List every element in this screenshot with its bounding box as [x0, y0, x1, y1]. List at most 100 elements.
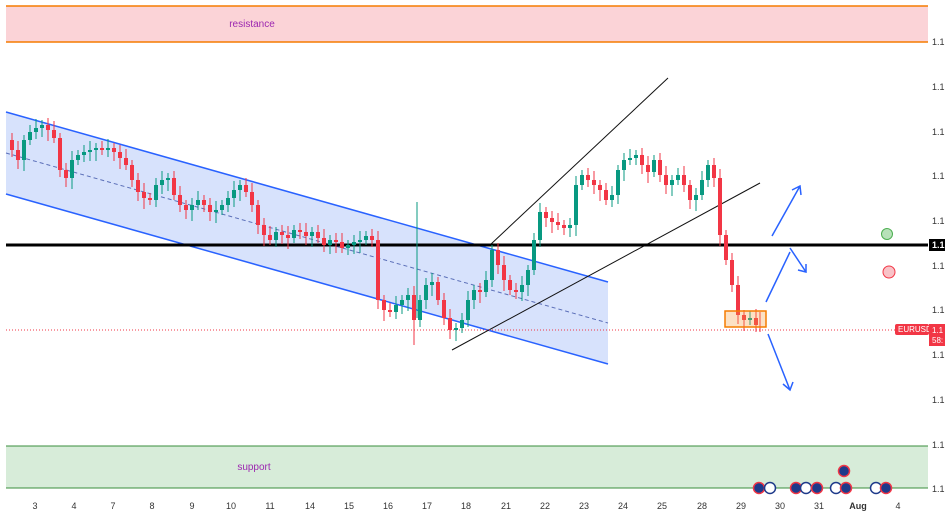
candle-body: [76, 155, 80, 160]
projection-arrows: [765, 184, 807, 392]
economic-event-marker[interactable]: [839, 481, 853, 495]
candle-body: [298, 230, 302, 232]
candle-body: [268, 235, 272, 240]
candle-body: [154, 185, 158, 200]
x-tick-label: 4: [71, 501, 76, 511]
resistance-label: resistance: [229, 19, 275, 30]
candle-body: [694, 195, 698, 200]
candle-body: [376, 240, 380, 300]
resistance-zone: resistance: [6, 5, 928, 43]
green-signal-dot[interactable]: [881, 228, 893, 240]
x-tick-label: 29: [736, 501, 746, 511]
y-tick-label: 1.1: [932, 82, 945, 92]
candle-body: [406, 295, 410, 300]
candle-body: [370, 236, 374, 240]
candle-body: [514, 290, 518, 292]
candle-body: [442, 300, 446, 318]
candle-body: [658, 160, 662, 175]
candle-body: [424, 285, 428, 300]
candle-body: [322, 238, 326, 245]
x-tick-label: 4: [895, 501, 900, 511]
candle-body: [454, 328, 458, 330]
candle-body: [262, 225, 266, 235]
x-tick-label: 23: [579, 501, 589, 511]
red-signal-dot[interactable]: [882, 265, 896, 279]
candle-body: [460, 320, 464, 328]
candle-body: [706, 165, 710, 180]
candle-body: [544, 212, 548, 218]
candle-body: [604, 190, 608, 200]
rising-wedge[interactable]: [451, 77, 761, 351]
y-tick-label: 1.1: [932, 216, 945, 226]
candle-body: [496, 250, 500, 265]
x-tick-label: 25: [657, 501, 667, 511]
candle-body: [202, 200, 206, 205]
candle-body: [310, 232, 314, 236]
candle-body: [640, 155, 644, 165]
candle-body: [568, 225, 572, 228]
candle-body: [586, 175, 590, 180]
candle-body: [712, 165, 716, 178]
x-tick-label: 24: [618, 501, 628, 511]
candle-body: [484, 280, 488, 292]
candle-body: [334, 240, 338, 242]
candle-body: [724, 235, 728, 260]
consolidation-box[interactable]: [724, 310, 767, 328]
candle-body: [88, 150, 92, 152]
arrow-down-1: [789, 247, 807, 273]
candle-body: [556, 222, 560, 225]
candle-body: [448, 318, 452, 330]
candle-body: [616, 170, 620, 195]
economic-event-marker[interactable]: [810, 481, 824, 495]
candle-body: [688, 185, 692, 200]
y-tick-label: 1.1: [932, 440, 945, 450]
candle-body: [592, 180, 596, 185]
candle-body: [214, 210, 218, 212]
x-tick-label: 14: [305, 501, 315, 511]
candle-body: [208, 205, 212, 212]
y-tick-label: 1.1: [932, 350, 945, 360]
y-tick-label: 1.1: [932, 171, 945, 181]
candle-body: [232, 190, 236, 198]
candle-body: [100, 148, 104, 150]
x-tick-label: 10: [226, 501, 236, 511]
candle-body: [304, 232, 308, 236]
x-tick-label: 21: [501, 501, 511, 511]
candle-body: [286, 235, 290, 238]
candle-body: [184, 205, 188, 210]
x-tick-label: 28: [697, 501, 707, 511]
candle-body: [394, 305, 398, 312]
economic-event-marker[interactable]: [837, 464, 851, 478]
candle-body: [136, 180, 140, 192]
candle-body: [16, 150, 20, 160]
candle-body: [22, 140, 26, 160]
candle-body: [160, 180, 164, 185]
candle-body: [28, 132, 32, 140]
candle-body: [238, 185, 242, 190]
candle-body: [250, 192, 254, 205]
candle-body: [346, 245, 350, 248]
candle-body: [652, 160, 656, 172]
candle-body: [352, 242, 356, 245]
candle-body: [112, 148, 116, 152]
candle-body: [166, 178, 170, 180]
candle-body: [754, 318, 758, 325]
candle-body: [46, 125, 50, 130]
y-tick-label: 1.1: [932, 395, 945, 405]
economic-event-marker[interactable]: [763, 481, 777, 495]
economic-event-marker[interactable]: [799, 481, 813, 495]
candle-body: [646, 165, 650, 172]
economic-event-marker[interactable]: [752, 481, 766, 495]
candle-body: [436, 282, 440, 300]
candle-body: [382, 300, 386, 310]
candle-body: [316, 232, 320, 238]
event-markers[interactable]: [752, 464, 893, 495]
candle-body: [94, 148, 98, 150]
price-tag-value: 1.1: [932, 326, 944, 335]
candle-body: [52, 130, 56, 138]
economic-event-marker[interactable]: [879, 481, 893, 495]
support-label: support: [237, 462, 271, 473]
candle-body: [670, 180, 674, 185]
descending-channel[interactable]: [5, 111, 609, 365]
